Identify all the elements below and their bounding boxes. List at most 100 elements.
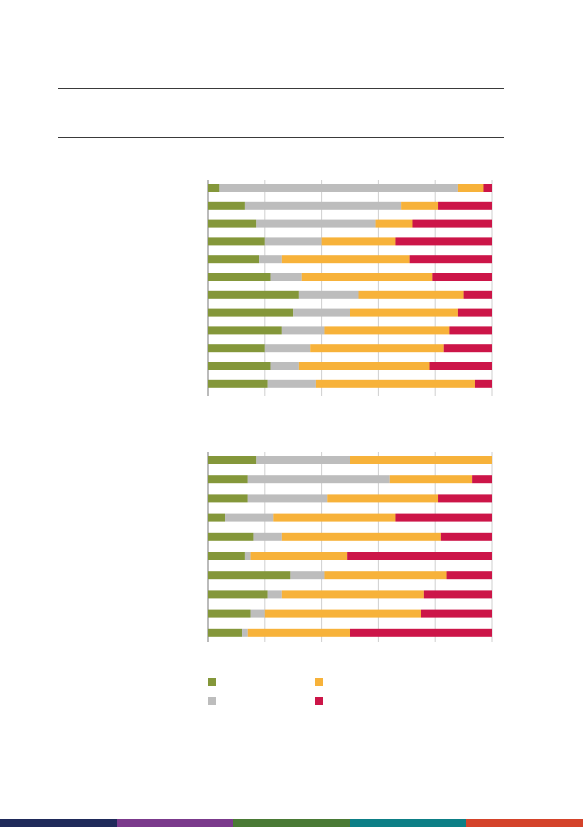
chart1-bar-row2-seg4 (438, 201, 492, 210)
footer-segment-green (233, 819, 350, 827)
header-rule-top (58, 88, 504, 89)
chart2-bar-row3-seg1 (208, 494, 248, 503)
legend-swatch-crimson (315, 697, 323, 705)
chart1-bar-row2-seg3 (401, 201, 439, 210)
chart1-bar-row11-seg3 (298, 362, 430, 370)
chart2-bar-row10-seg2 (242, 628, 248, 637)
chart2-bar-row7-seg2 (290, 571, 325, 580)
chart1-bar-row9-seg2 (281, 326, 325, 335)
chart1-bar-row5-seg3 (281, 255, 410, 264)
chart1-bar-row11-seg4 (429, 362, 492, 370)
chart2-bar-row6-seg1 (208, 552, 245, 560)
chart2-bar-row8-seg1 (208, 590, 268, 599)
chart1-bar-row6-seg1 (208, 273, 271, 281)
chart1-bar-row1-seg3 (457, 184, 484, 192)
stacked-bar-chart-2 (207, 452, 493, 642)
chart1-bar-row2-seg2 (244, 201, 402, 210)
chart2-bar-row7-seg4 (446, 571, 492, 580)
chart2-bar-row4-seg3 (273, 513, 396, 522)
chart2-bar-row5-seg1 (208, 532, 254, 541)
chart1-bar-row12-seg1 (208, 379, 268, 388)
legend-item-green (208, 678, 222, 686)
chart2-bar-row6-seg3 (250, 552, 348, 560)
chart1-bar-row9-seg1 (208, 326, 282, 335)
legend-swatch-green (208, 678, 216, 686)
chart1-bar-row3-seg1 (208, 219, 257, 228)
chart2-bar-row2-seg1 (208, 475, 248, 484)
chart1-bar-row4-seg1 (208, 237, 265, 246)
chart1-bar-row7-seg2 (298, 290, 359, 299)
footer-segment-navy (0, 819, 117, 827)
chart1-bar-row1-seg1 (208, 184, 220, 192)
chart1-bar-row7-seg1 (208, 290, 299, 299)
chart1-bar-row10-seg1 (208, 344, 265, 353)
legend-item-orange (315, 678, 329, 686)
chart2-bar-row10-seg3 (247, 628, 350, 637)
chart2-bar-row2-seg2 (247, 475, 390, 484)
chart1-bar-row4-seg4 (395, 237, 492, 246)
chart2-bar-row6-seg2 (244, 552, 251, 560)
chart2-bar-row9-seg2 (250, 609, 265, 618)
chart1-bar-row1-seg4 (483, 184, 492, 192)
chart1-bar-row3-seg2 (256, 219, 376, 228)
chart2-bar-row4-seg4 (395, 513, 492, 522)
chart1-bar-row12-seg2 (267, 379, 316, 388)
chart1-bar-row8-seg2 (293, 308, 350, 317)
chart2-bar-row5-seg3 (281, 532, 441, 541)
chart2-bar-row3-seg4 (438, 494, 492, 503)
chart2-bar-row9-seg4 (421, 609, 492, 618)
chart2-bar-row3-seg3 (327, 494, 439, 503)
chart1-bar-row8-seg1 (208, 308, 294, 317)
chart1-bar-row5-seg4 (409, 255, 492, 264)
chart2-bar-row2-seg3 (389, 475, 473, 484)
chart2-bar-row8-seg2 (267, 590, 282, 599)
chart2-bar-row1-seg3 (350, 456, 492, 464)
legend-item-grey (208, 697, 222, 705)
chart1-bar-row8-seg4 (457, 308, 492, 317)
legend-swatch-grey (208, 697, 216, 705)
chart1-bar-row1-seg2 (219, 184, 458, 192)
chart1-bar-row7-seg3 (358, 290, 464, 299)
chart1-bar-row3-seg3 (375, 219, 413, 228)
chart1-bar-row10-seg2 (264, 344, 311, 353)
chart2-bar-row9-seg3 (264, 609, 421, 618)
chart2-bar-row10-seg1 (208, 628, 243, 637)
chart2-bar-row10-seg4 (350, 628, 492, 637)
chart1-bar-row12-seg4 (474, 379, 492, 388)
chart1-bar-row5-seg2 (259, 255, 282, 264)
legend-swatch-orange (315, 678, 323, 686)
chart1-bar-row10-seg3 (310, 344, 444, 353)
chart1-bar-row4-seg2 (264, 237, 322, 246)
chart2-bar-row3-seg2 (247, 494, 328, 503)
chart1-bar-row11-seg2 (270, 362, 299, 370)
legend (208, 678, 448, 708)
chart2-bar-row8-seg3 (281, 590, 424, 599)
chart1-bar-row3-seg4 (412, 219, 492, 228)
chart2-bar-row1-seg2 (256, 456, 350, 464)
legend-item-crimson (315, 697, 329, 705)
chart2-bar-row5-seg2 (253, 532, 282, 541)
footer-segment-red (466, 819, 583, 827)
chart2-bar-row7-seg3 (324, 571, 447, 580)
header-rule-bottom (58, 137, 504, 138)
chart2-bar-row9-seg1 (208, 609, 251, 618)
chart1-bar-row8-seg3 (350, 308, 458, 317)
footer-segment-teal (349, 819, 467, 827)
chart1-bar-row9-seg4 (449, 326, 492, 335)
chart1-bar-row5-seg1 (208, 255, 260, 264)
chart1-bar-row2-seg1 (208, 201, 245, 210)
chart1-bar-row6-seg3 (301, 273, 433, 281)
chart2-bar-row5-seg4 (440, 532, 492, 541)
chart1-bar-row4-seg3 (321, 237, 396, 246)
footer-color-band (0, 819, 583, 827)
chart2-bar-row7-seg1 (208, 571, 291, 580)
stacked-bar-chart-1 (207, 180, 493, 396)
chart1-bar-row6-seg2 (270, 273, 302, 281)
chart1-bar-row12-seg3 (315, 379, 475, 388)
chart2-bar-row1-seg1 (208, 456, 257, 464)
chart1-bar-row11-seg1 (208, 362, 271, 370)
chart2-bar-row2-seg4 (472, 475, 492, 484)
chart1-bar-row9-seg3 (324, 326, 450, 335)
chart2-bar-row8-seg4 (423, 590, 492, 599)
chart2-bar-row4-seg1 (208, 513, 226, 522)
